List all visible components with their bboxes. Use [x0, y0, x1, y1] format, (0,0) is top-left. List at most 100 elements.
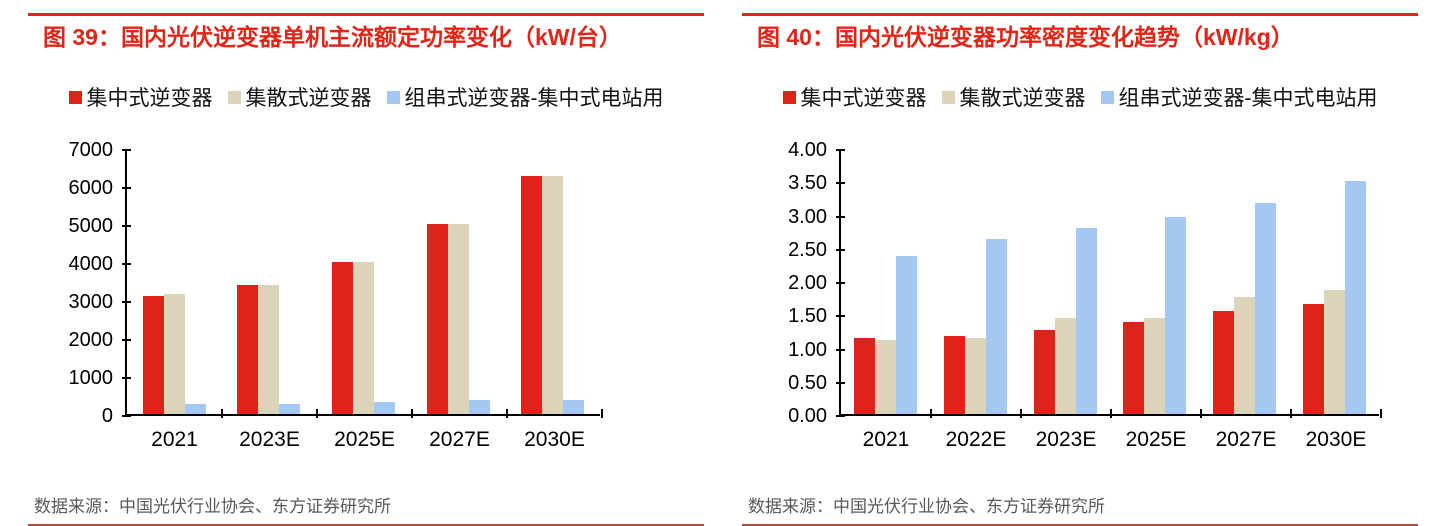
bar-group [1289, 150, 1379, 414]
bar [1323, 290, 1345, 414]
bar-chart: 0.00 0.50 1.00 1.50 2.00 2.50 3.00 3.50 4.00 2021… [742, 139, 1418, 464]
x-axis-label: 2021 [862, 428, 910, 451]
x-axis-tick [601, 409, 603, 418]
bar [1144, 318, 1166, 414]
bar [1054, 318, 1076, 414]
legend-swatch-icon [782, 90, 796, 104]
bar-group [1020, 150, 1110, 414]
legend-label: 集中式逆变器 [800, 87, 927, 110]
y-axis-label: 0.50 [788, 371, 827, 394]
bar [279, 404, 301, 414]
figure-39-panel: 图 39：国内光伏逆变器单机主流额定功率变化（kW/台） 集中式逆变器 集散式逆变… [28, 0, 704, 526]
y-axis-label: 0.00 [788, 405, 827, 427]
x-axis-label: 2025E [334, 428, 395, 451]
legend-swatch-icon [227, 90, 241, 104]
legend-swatch-icon [1100, 90, 1114, 104]
bar [237, 285, 259, 414]
bar [542, 176, 564, 414]
source-note: 数据来源：中国光伏行业协会、东方证券研究所 [748, 497, 1105, 516]
legend-swatch-icon [68, 90, 82, 104]
source-note: 数据来源：中国光伏行业协会、东方证券研究所 [34, 497, 391, 516]
bar [854, 338, 876, 414]
x-axis-tick [506, 409, 508, 418]
legend-item: 集中式逆变器 [68, 82, 213, 112]
plot-area: 0.00 0.50 1.00 1.50 2.00 2.50 3.00 3.50 4.00 2021… [788, 139, 1382, 451]
y-axis-label: 3000 [68, 291, 114, 313]
x-axis-label: 2027E [1215, 428, 1277, 451]
bar-group [1110, 150, 1200, 414]
y-axis-tick [122, 263, 131, 265]
plot-area: 0 1000 2000 3000 4000 5000 6000 7000 2021 2023E 20… [69, 139, 603, 451]
y-axis-label: 6000 [68, 177, 114, 199]
x-axis-tick [1380, 409, 1382, 418]
y-axis-tick [122, 415, 131, 417]
y-axis-tick [122, 377, 131, 379]
y-axis-label: 1.50 [788, 305, 827, 328]
legend: 集中式逆变器 集散式逆变器 组串式逆变器-集中式电站用 [742, 82, 1418, 112]
legend-item: 集中式逆变器 [782, 82, 927, 112]
x-axis-label: 2027E [429, 428, 490, 451]
legend-label: 集散式逆变器 [959, 87, 1086, 110]
y-axis-label: 5000 [68, 215, 114, 237]
bar [563, 400, 585, 414]
y-axis-tick [836, 348, 845, 351]
chart-title: 图 39：国内光伏逆变器单机主流额定功率变化（kW/台） [43, 24, 622, 50]
y-axis-label: 1.00 [788, 338, 827, 361]
bar [944, 336, 965, 414]
x-axis-tick [1290, 409, 1292, 418]
chart-title: 图 40：国内光伏逆变器功率密度变化趋势（kW/kg） [757, 24, 1294, 50]
x-axis-tick [930, 409, 932, 418]
bar-group [222, 150, 317, 414]
bar [426, 224, 448, 414]
x-axis-tick [1110, 409, 1112, 418]
bar-chart: 0 1000 2000 3000 4000 5000 6000 7000 2021 2023E 20… [28, 139, 704, 464]
y-axis-label: 2.00 [788, 272, 827, 294]
y-axis-tick [836, 248, 845, 251]
x-axis-tick [1020, 409, 1022, 418]
x-axis-label: 2022E [945, 428, 1007, 451]
x-axis-label: 2025E [1125, 428, 1187, 451]
bar-groups [841, 150, 1379, 414]
bar-group [316, 150, 411, 414]
y-axis-tick [836, 215, 845, 218]
bottom-rule [742, 524, 1418, 526]
bar [965, 338, 986, 414]
bar [521, 176, 543, 414]
top-rule [28, 13, 704, 16]
bar [468, 400, 490, 414]
bar [184, 404, 206, 414]
bar [986, 239, 1007, 414]
bar-groups [127, 150, 600, 414]
top-rule [742, 13, 1418, 16]
legend: 集中式逆变器 集散式逆变器 组串式逆变器-集中式电站用 [28, 82, 704, 112]
bar [163, 294, 185, 414]
x-axis-label: 2030E [1305, 428, 1367, 451]
legend-item: 集散式逆变器 [941, 82, 1086, 112]
y-axis-tick [836, 381, 845, 384]
legend-item: 组串式逆变器-集中式电站用 [386, 82, 664, 112]
x-axis-tick [1200, 409, 1202, 418]
bar [1234, 297, 1256, 414]
y-axis-tick [122, 339, 131, 341]
bar [258, 285, 280, 414]
bar [142, 296, 164, 414]
y-axis-label: 4000 [68, 253, 114, 275]
legend-label: 集中式逆变器 [86, 87, 213, 110]
bottom-rule [28, 524, 704, 526]
y-axis-tick [836, 315, 845, 318]
y-axis-label: 2.50 [788, 238, 827, 261]
bar-group [1200, 150, 1290, 414]
y-axis-label: 3.00 [788, 205, 827, 228]
bar [1075, 228, 1097, 414]
bar-group [505, 150, 600, 414]
x-axis-label: 2030E [524, 428, 585, 451]
bar [331, 262, 353, 414]
legend-swatch-icon [941, 90, 955, 104]
bar [896, 256, 918, 414]
bar [1344, 181, 1366, 414]
y-axis-label: 2000 [68, 329, 114, 351]
bar-group [931, 150, 1021, 414]
bar [1033, 330, 1055, 414]
y-axis-tick [836, 282, 845, 284]
y-axis-tick [836, 182, 845, 185]
